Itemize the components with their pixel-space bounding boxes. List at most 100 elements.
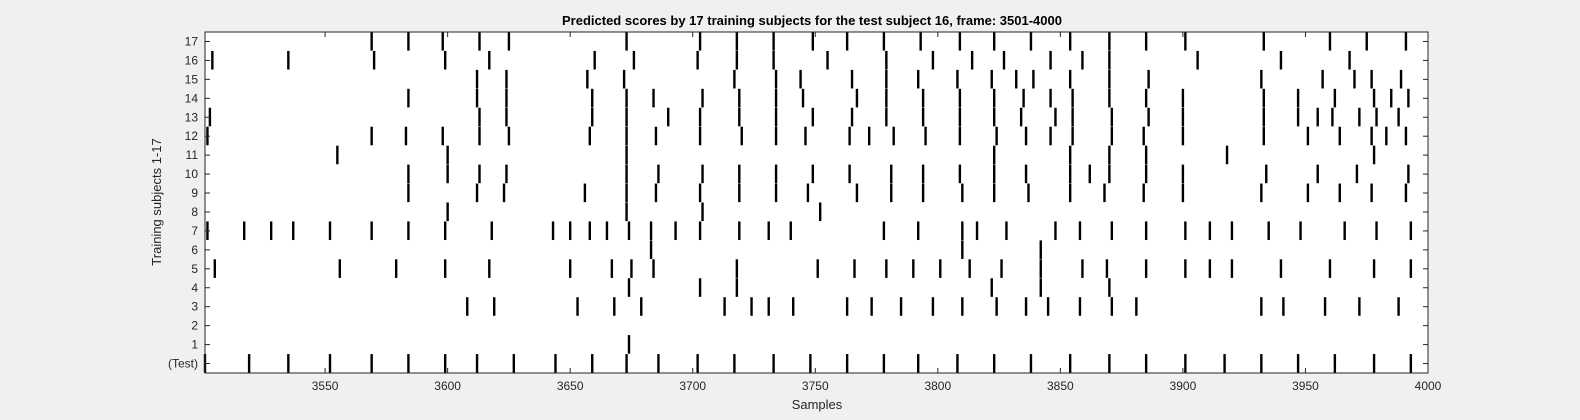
- spike-mark: [885, 259, 888, 278]
- x-tick-label: 3750: [802, 379, 829, 393]
- spike-mark: [735, 32, 739, 51]
- spike-mark: [475, 88, 479, 108]
- spike-mark: [478, 164, 481, 184]
- spike-mark: [657, 354, 660, 373]
- spike-mark: [1279, 259, 1283, 278]
- spike-mark: [961, 221, 964, 241]
- spike-mark: [443, 259, 447, 278]
- y-tick-label: 13: [185, 110, 199, 124]
- spike-mark: [733, 69, 736, 89]
- y-axis-label: Training subjects 1-17: [149, 138, 164, 265]
- spike-mark: [1338, 126, 1341, 146]
- spike-mark: [1353, 69, 1356, 89]
- spike-mark: [478, 107, 481, 127]
- spike-mark: [992, 354, 996, 373]
- spike-mark: [1108, 145, 1111, 165]
- spike-mark: [882, 221, 886, 241]
- spike-mark: [1135, 297, 1138, 316]
- y-tick-label: 4: [191, 281, 198, 295]
- spike-mark: [1316, 107, 1319, 127]
- y-tick-label: 2: [191, 319, 198, 333]
- spike-mark: [1358, 297, 1361, 316]
- spike-mark: [853, 259, 856, 278]
- spike-mark: [627, 278, 631, 297]
- spike-mark: [622, 69, 626, 89]
- spike-mark: [488, 50, 491, 70]
- spike-mark: [475, 354, 479, 373]
- spike-mark: [1181, 126, 1185, 146]
- spike-mark: [961, 297, 964, 316]
- spike-mark: [1110, 107, 1114, 127]
- spike-mark: [850, 107, 854, 127]
- spike-mark: [1144, 259, 1148, 278]
- spike-mark: [811, 32, 815, 51]
- spike-mark: [1068, 145, 1072, 165]
- spike-mark: [576, 297, 579, 316]
- spike-mark: [1358, 107, 1361, 127]
- y-tick-label: 15: [185, 72, 199, 86]
- spike-mark: [1372, 88, 1376, 108]
- chart-title: Predicted scores by 17 training subjects…: [562, 13, 1062, 28]
- spike-mark: [1068, 32, 1072, 51]
- spike-mark: [328, 354, 332, 373]
- spike-mark: [867, 126, 871, 146]
- spike-mark: [1144, 145, 1148, 165]
- y-tick-label: 12: [185, 129, 199, 143]
- spike-mark: [1184, 32, 1187, 51]
- spike-mark: [1108, 32, 1111, 51]
- x-tick-label: 3700: [679, 379, 706, 393]
- spike-mark: [1409, 354, 1413, 373]
- spike-mark: [1078, 221, 1082, 241]
- spike-mark: [1147, 107, 1150, 127]
- spike-mark: [850, 69, 854, 89]
- spike-mark: [912, 259, 915, 278]
- spike-mark: [1068, 354, 1072, 373]
- x-tick-label: 4000: [1415, 379, 1442, 393]
- spike-mark: [735, 278, 739, 297]
- spike-mark: [806, 183, 810, 203]
- spike-mark: [1110, 297, 1114, 316]
- spike-mark: [701, 164, 704, 184]
- spike-mark: [1404, 183, 1408, 203]
- spike-mark: [1029, 32, 1033, 51]
- spike-mark: [885, 88, 888, 108]
- spike-mark: [372, 50, 376, 70]
- plot-area: [205, 32, 1428, 373]
- spike-mark: [1372, 259, 1376, 278]
- spike-mark: [630, 259, 633, 278]
- spike-mark: [968, 259, 971, 278]
- y-tick-label: 10: [185, 167, 199, 181]
- spike-mark: [1024, 164, 1028, 184]
- spike-mark: [1184, 259, 1187, 278]
- spike-mark: [992, 183, 996, 203]
- spike-mark: [625, 164, 628, 184]
- spike-mark: [441, 126, 444, 146]
- spike-mark: [443, 50, 447, 70]
- spike-mark: [443, 354, 447, 373]
- spike-raster: [203, 32, 1413, 373]
- spike-mark: [625, 126, 628, 146]
- spike-mark: [804, 126, 807, 146]
- spike-mark: [816, 259, 819, 278]
- spike-mark: [554, 354, 557, 373]
- spike-mark: [1331, 107, 1334, 127]
- y-tick-label: 1: [191, 338, 198, 352]
- spike-mark: [1015, 69, 1018, 89]
- spike-mark: [625, 107, 628, 127]
- spike-mark: [931, 297, 935, 316]
- spike-mark: [961, 183, 964, 203]
- spike-mark: [885, 107, 888, 127]
- spike-mark: [774, 183, 778, 203]
- spike-mark: [1333, 88, 1337, 108]
- y-tick-label: 7: [191, 224, 198, 238]
- spike-mark: [958, 126, 962, 146]
- spike-mark: [855, 88, 859, 108]
- spike-mark: [1081, 259, 1084, 278]
- spike-mark: [698, 32, 702, 51]
- y-tick-label: 8: [191, 205, 198, 219]
- spike-mark: [625, 354, 628, 373]
- spike-mark: [1000, 259, 1003, 278]
- spike-mark: [1372, 354, 1376, 373]
- spike-mark: [1407, 88, 1410, 108]
- spike-mark: [1262, 107, 1265, 127]
